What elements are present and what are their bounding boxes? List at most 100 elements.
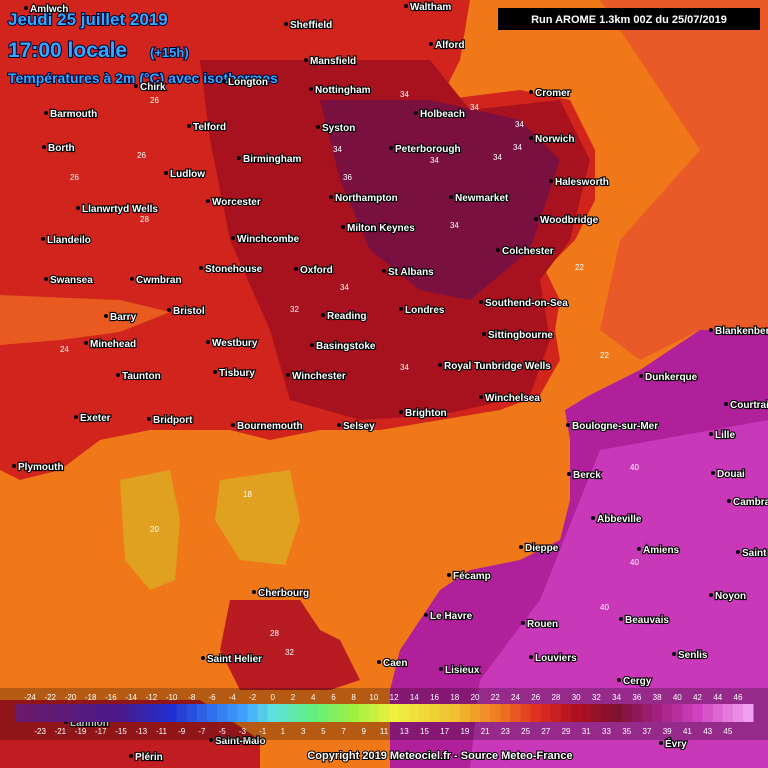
city-label: Halesworth (555, 177, 609, 188)
city-dot (399, 307, 403, 311)
city-dot (439, 667, 443, 671)
city-dot (130, 277, 134, 281)
city-dot (76, 206, 80, 210)
city-dot (709, 432, 713, 436)
city-label: Worcester (212, 197, 261, 208)
city-label: Peterborough (395, 144, 461, 155)
colorbar-cell (65, 704, 76, 722)
colorbar-tick-label: -2 (249, 693, 257, 702)
city-label: Saint (742, 548, 767, 559)
colorbar-tick-label: 28 (551, 693, 560, 702)
colorbar-tick-label: 35 (622, 727, 631, 736)
city-dot (438, 363, 442, 367)
colorbar-cell (115, 704, 127, 722)
city-label: Holbeach (420, 109, 465, 120)
city-label: Cambrai (733, 497, 768, 508)
colorbar-tick-label: 20 (471, 693, 480, 702)
city-label: Swansea (50, 275, 93, 286)
cool-sea-patch (215, 470, 300, 565)
colorbar-tick-label: 2 (291, 693, 296, 702)
city-label: Évry (665, 737, 687, 750)
city-label: Le Havre (430, 611, 473, 622)
city-dot (382, 269, 386, 273)
colorbar-tick-label: 6 (331, 693, 336, 702)
colorbar-tick-label: 4 (311, 693, 316, 702)
city-label: Winchcombe (237, 234, 300, 245)
city-label: Basingstoke (316, 341, 376, 352)
france-hot (470, 420, 768, 768)
colorbar-cell (631, 704, 643, 722)
isotherm-label: 24 (60, 345, 69, 354)
colorbar-cell (682, 704, 693, 722)
colorbar-tick-label: -5 (219, 727, 227, 736)
colorbar-cell (510, 704, 521, 722)
colorbar-cell (237, 704, 248, 722)
city-label: Borth (48, 143, 75, 154)
cities: Amlwch Sheffield Waltham Alford Mansfield Not… (12, 1, 768, 764)
city-dot (206, 199, 210, 203)
city-label: Boulogne-sur-Mer (572, 421, 658, 432)
city-label: Winchester (292, 371, 346, 382)
city-dot (534, 217, 538, 221)
city-label: St Albans (388, 267, 434, 278)
colorbar-tick-label: -12 (146, 693, 158, 702)
colorbar-tick-label: 45 (723, 727, 732, 736)
colorbar-tick-label: 8 (351, 693, 356, 702)
colorbar-cell (419, 704, 430, 722)
city-dot (672, 652, 676, 656)
city-label: Alford (435, 40, 464, 51)
city-dot (164, 171, 168, 175)
city-dot (482, 332, 486, 336)
city-label: Selsey (343, 421, 375, 432)
colorbar-cell (571, 704, 582, 722)
city-label: Syston (322, 123, 355, 134)
city-label: Plérin (135, 752, 163, 763)
isotherm-label: 34 (400, 90, 409, 99)
colorbar-cell (409, 704, 420, 722)
colorbar-cell (692, 704, 703, 722)
city-label: Westbury (212, 338, 258, 349)
city-dot (619, 617, 623, 621)
colorbar-cell (621, 704, 633, 722)
isotherm-labels: 34 34 34 34 34 34 34 36 34 34 34 32 26 26 26 24 28 22 22 18… (60, 90, 639, 657)
isotherm-label: 34 (430, 156, 439, 165)
city-label: Bristol (173, 306, 205, 317)
city-dot (727, 499, 731, 503)
city-label: Cergy (623, 676, 652, 687)
colorbar-cell (561, 704, 572, 722)
city-label: Douai (717, 469, 745, 480)
colorbar-tick-label: 26 (531, 693, 540, 702)
city-label: Cwmbran (136, 275, 182, 286)
city-dot (209, 738, 213, 742)
colorbar-tick-label: 31 (582, 727, 591, 736)
colorbar-cell (601, 704, 612, 722)
colorbar-cell (75, 704, 86, 722)
isotherm-label: 32 (285, 648, 294, 657)
city-label: Londres (405, 305, 445, 316)
city-dot (566, 423, 570, 427)
city-dot (42, 145, 46, 149)
city-label: Brighton (405, 408, 447, 419)
colorbar-cell (530, 704, 542, 722)
colorbar-tick-label: 19 (460, 727, 469, 736)
city-label: Fécamp (453, 571, 491, 582)
colorbar-cell (267, 704, 279, 722)
run-label: Run AROME 1.3km 00Z du 25/07/2019 (531, 14, 727, 26)
colorbar-cell (247, 704, 258, 722)
colorbar-tick-label: -14 (125, 693, 137, 702)
city-label: Mansfield (310, 56, 356, 67)
colorbar-cell (308, 704, 319, 722)
colorbar-tick-label: -17 (95, 727, 107, 736)
city-label: Lisieux (445, 665, 480, 676)
city-label: Sheffield (290, 20, 332, 31)
city-dot (424, 613, 428, 617)
city-label: Dieppe (525, 543, 559, 554)
colorbar-cell (146, 704, 157, 722)
city-label: Saint-Malo (215, 736, 266, 747)
city-dot (316, 125, 320, 129)
colorbar-tick-label: -6 (208, 693, 216, 702)
colorbar-cell (712, 704, 724, 722)
city-label: Reading (327, 311, 366, 322)
city-dot (519, 545, 523, 549)
warm-sea (600, 0, 768, 360)
